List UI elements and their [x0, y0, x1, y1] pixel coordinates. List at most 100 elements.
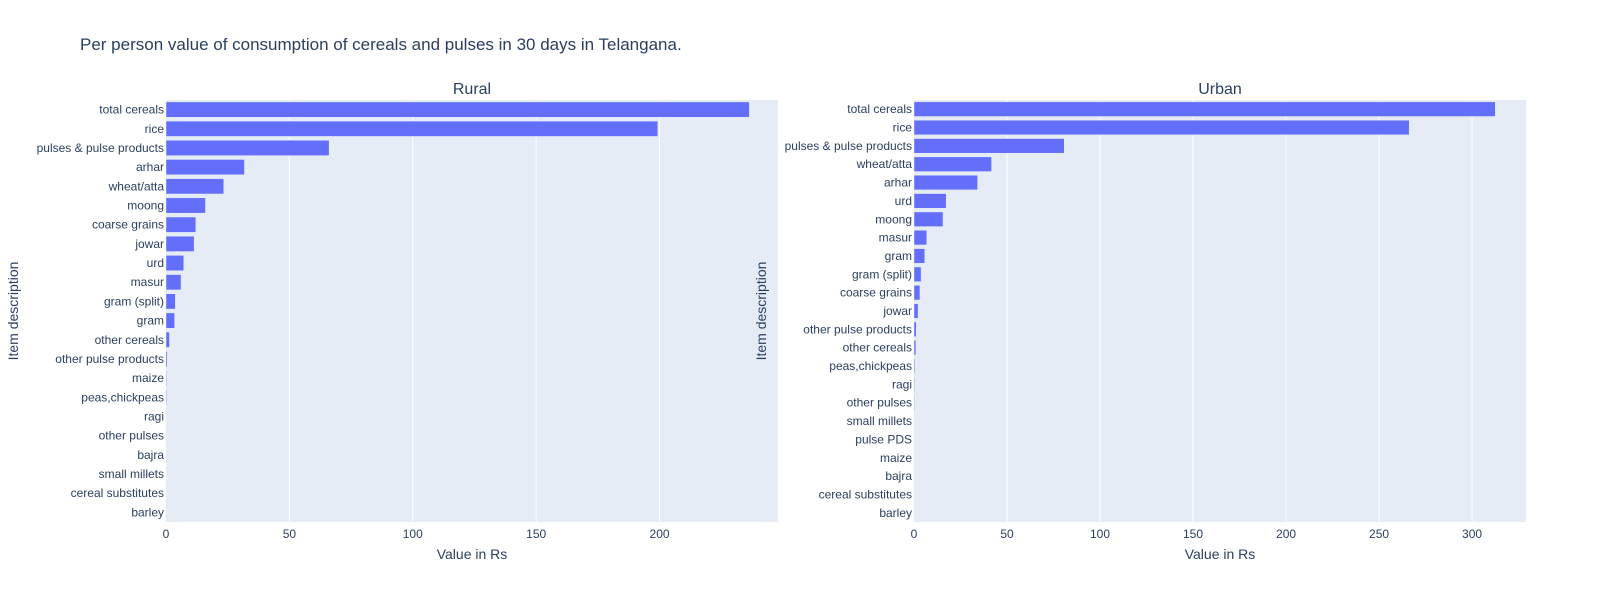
bar[interactable]	[166, 179, 224, 194]
y-tick-label: bajra	[137, 448, 164, 462]
y-tick-label: barley	[879, 506, 912, 520]
panel-urban: total cereals rice pulses & pulse products…	[753, 81, 1526, 562]
y-tick-label: rice	[893, 121, 913, 135]
y-tick-label: rice	[145, 122, 165, 136]
plot-background	[914, 100, 1526, 522]
bar[interactable]	[914, 139, 1064, 154]
y-tick-label: maize	[132, 371, 164, 385]
x-tick-label: 200	[650, 527, 670, 541]
plot-background	[166, 100, 778, 522]
y-tick-label: ragi	[892, 377, 912, 391]
bar[interactable]	[166, 313, 175, 328]
bar[interactable]	[166, 351, 167, 366]
panel-rural: total cereals rice pulses & pulse products…	[5, 81, 778, 562]
bar[interactable]	[166, 255, 184, 270]
y-tick-label: other pulses	[847, 396, 912, 410]
x-axis-label: Value in Rs	[437, 546, 508, 562]
y-tick-label: wheat/atta	[108, 179, 165, 193]
bar[interactable]	[166, 294, 175, 309]
y-tick-label: ragi	[144, 410, 164, 424]
y-tick-label: coarse grains	[840, 286, 912, 300]
bar[interactable]	[914, 285, 920, 300]
y-tick-label: coarse grains	[92, 218, 164, 232]
x-tick-label: 0	[911, 527, 918, 541]
y-tick-label: peas,chickpeas	[829, 359, 912, 373]
y-tick-label: small millets	[847, 414, 912, 428]
bar[interactable]	[914, 212, 943, 227]
x-tick-label: 50	[283, 527, 297, 541]
bar[interactable]	[914, 194, 946, 209]
x-axis-label: Value in Rs	[1185, 546, 1256, 562]
y-tick-label: gram (split)	[852, 267, 912, 281]
x-tick-label: 150	[1183, 527, 1203, 541]
bar[interactable]	[166, 140, 329, 155]
x-tick-label: 300	[1462, 527, 1482, 541]
bar[interactable]	[914, 267, 921, 282]
bar[interactable]	[166, 236, 194, 251]
y-tick-label: other pulses	[99, 429, 164, 443]
bar[interactable]	[166, 159, 244, 174]
bar[interactable]	[166, 275, 181, 290]
y-tick-label: pulses & pulse products	[785, 139, 912, 153]
bar[interactable]	[914, 340, 916, 355]
y-tick-label: masur	[131, 275, 164, 289]
bar[interactable]	[166, 198, 205, 213]
y-tick-label: total cereals	[847, 102, 912, 116]
x-tick-label: 100	[1090, 527, 1110, 541]
x-tick-label: 50	[1000, 527, 1014, 541]
bar[interactable]	[914, 304, 918, 319]
bar[interactable]	[166, 390, 167, 405]
y-tick-label: jowar	[882, 304, 912, 318]
bar[interactable]	[914, 102, 1495, 117]
bar[interactable]	[914, 175, 978, 190]
bar[interactable]	[166, 217, 196, 232]
bar[interactable]	[914, 249, 925, 264]
bar[interactable]	[166, 121, 658, 136]
subplot-title: Rural	[453, 81, 491, 98]
y-tick-label: jowar	[134, 237, 164, 251]
y-tick-label: other cereals	[843, 341, 912, 355]
x-tick-label: 200	[1276, 527, 1296, 541]
y-tick-label: arhar	[884, 176, 912, 190]
y-tick-label: pulse PDS	[855, 432, 912, 446]
y-tick-label: gram (split)	[104, 294, 164, 308]
chart-title: Per person value of consumption of cerea…	[80, 35, 682, 54]
bar[interactable]	[914, 395, 915, 410]
bar[interactable]	[914, 359, 915, 374]
y-tick-label: moong	[127, 199, 164, 213]
y-tick-label: moong	[875, 212, 912, 226]
y-tick-label: other cereals	[95, 333, 164, 347]
y-tick-label: pulses & pulse products	[37, 141, 164, 155]
bar[interactable]	[166, 370, 167, 385]
y-tick-label: other pulse products	[55, 352, 164, 366]
y-tick-label: cereal substitutes	[71, 486, 164, 500]
bar[interactable]	[914, 230, 927, 245]
y-tick-label: urd	[147, 256, 164, 270]
y-tick-label: total cereals	[99, 103, 164, 117]
y-tick-label: wheat/atta	[856, 157, 913, 171]
bar[interactable]	[914, 322, 916, 337]
y-tick-label: maize	[880, 451, 912, 465]
subplot-title: Urban	[1198, 81, 1242, 98]
bar[interactable]	[166, 332, 169, 347]
y-tick-label: barley	[131, 505, 164, 519]
y-axis-label: Item description	[753, 262, 769, 361]
y-tick-label: gram	[885, 249, 912, 263]
y-tick-label: other pulse products	[803, 322, 912, 336]
bar[interactable]	[166, 102, 749, 117]
y-tick-label: masur	[879, 231, 912, 245]
bar[interactable]	[914, 157, 992, 172]
y-tick-label: arhar	[136, 160, 164, 174]
y-tick-label: urd	[895, 194, 912, 208]
y-tick-label: bajra	[885, 469, 912, 483]
x-tick-label: 100	[403, 527, 423, 541]
bar[interactable]	[914, 120, 1409, 135]
bar[interactable]	[914, 377, 915, 392]
x-tick-label: 150	[526, 527, 546, 541]
x-tick-label: 250	[1369, 527, 1389, 541]
x-tick-label: 0	[163, 527, 170, 541]
y-axis-label: Item description	[5, 262, 21, 361]
y-tick-label: cereal substitutes	[819, 487, 912, 501]
